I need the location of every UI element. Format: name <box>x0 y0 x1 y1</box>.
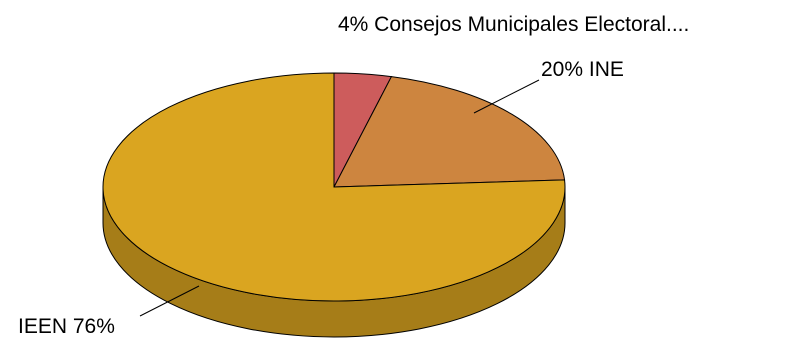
leader-line-ieen <box>139 285 200 317</box>
pie-slice-ine <box>333 76 566 188</box>
slice-label-ine: 20% INE <box>541 58 624 81</box>
pie-top-face <box>102 72 566 302</box>
leader-lines <box>139 79 540 317</box>
slice-label-consejos-municipales-electoral: 4% Consejos Municipales Electoral.... <box>338 13 689 36</box>
slice-label-ieen: IEEN 76% <box>18 315 115 338</box>
leader-line-ine <box>473 79 540 114</box>
slice-labels: 4% Consejos Municipales Electoral.... 20%… <box>18 13 689 338</box>
pie-slice-ieen <box>102 72 566 302</box>
